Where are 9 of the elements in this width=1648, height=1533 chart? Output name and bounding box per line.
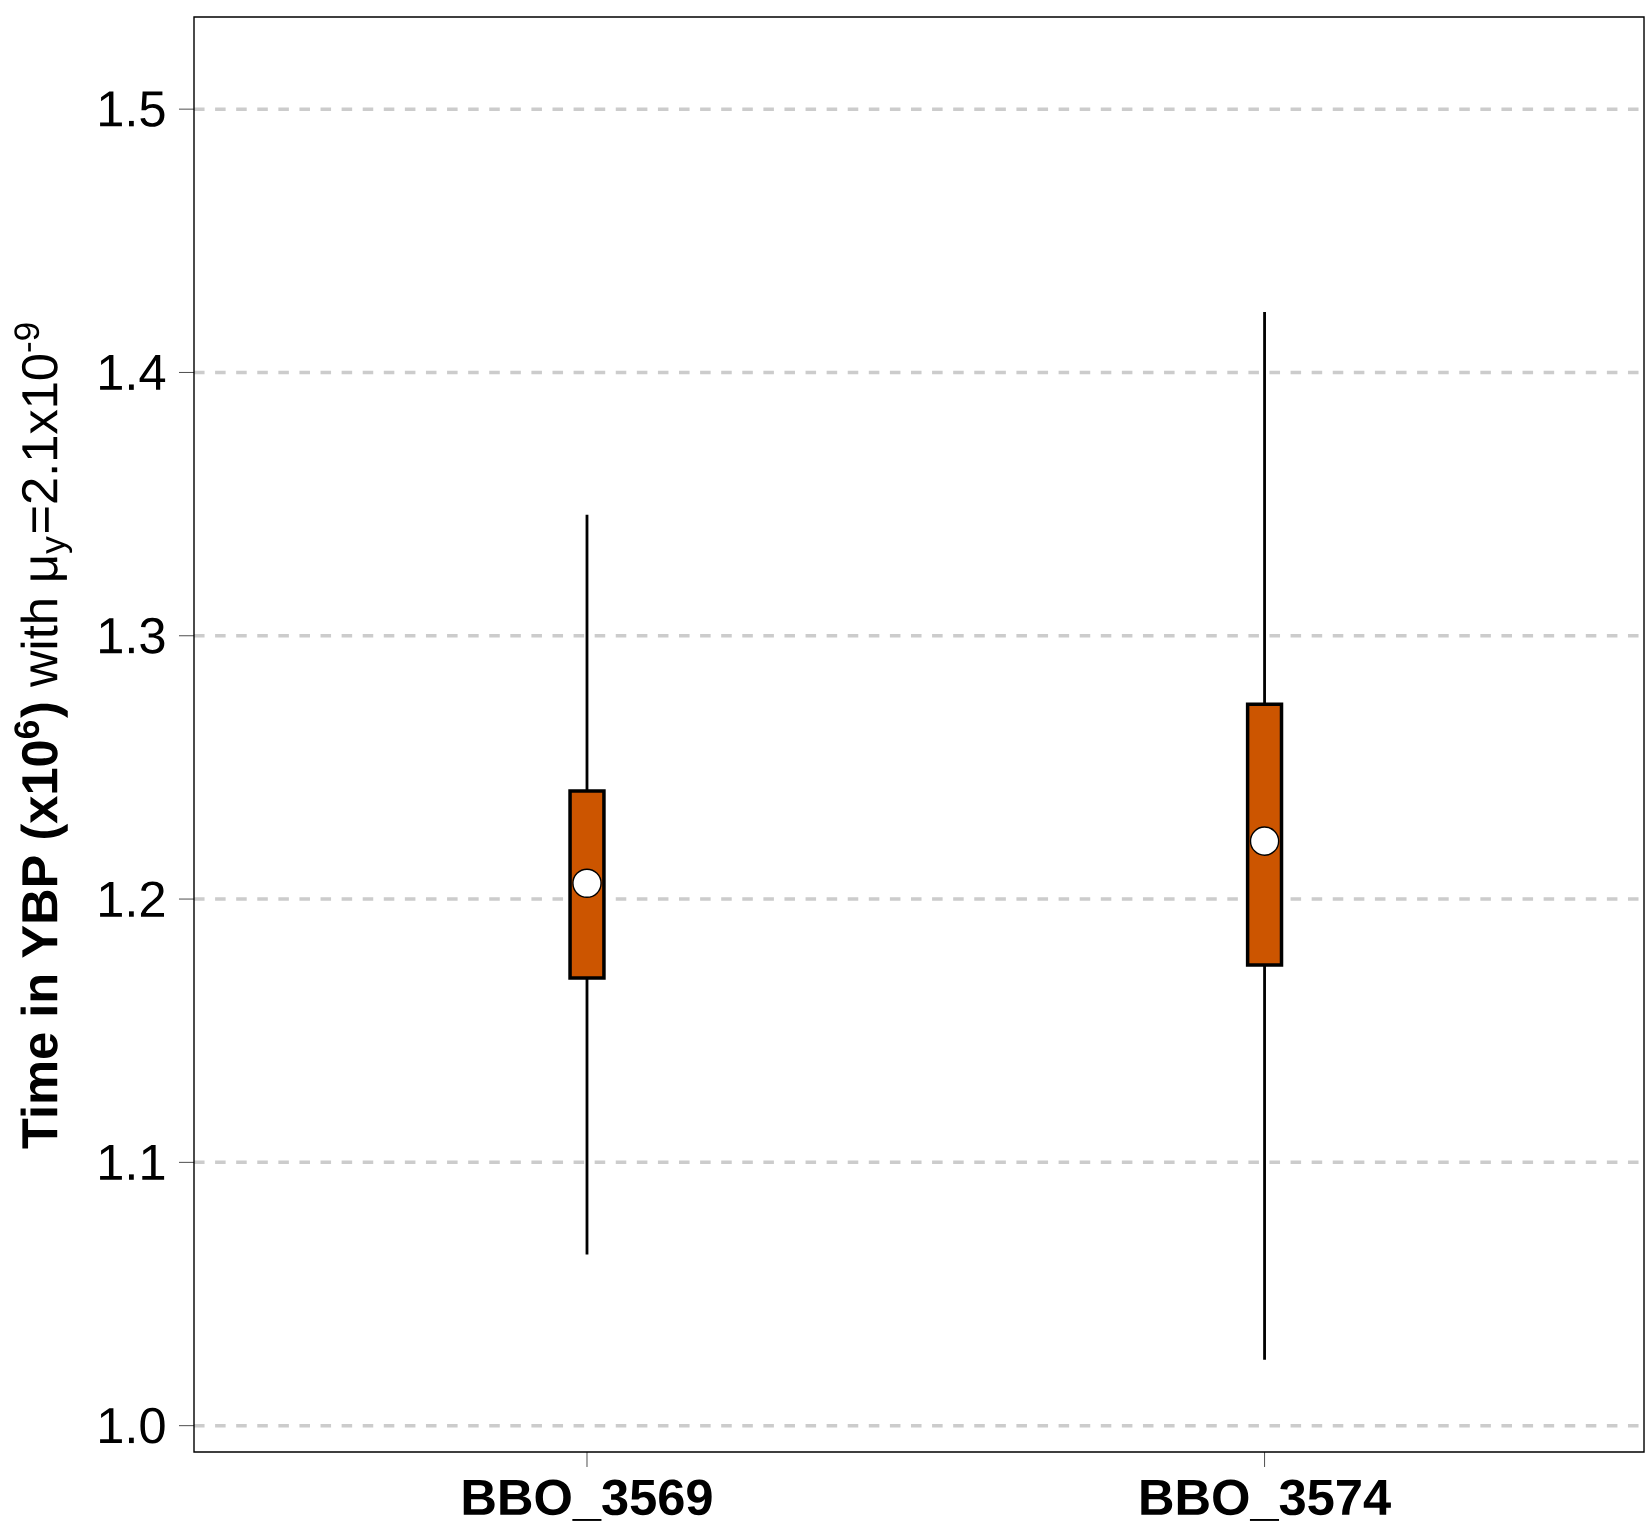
y-tick-label: 1.0: [100, 1407, 165, 1444]
y-tick-label: 1.1: [100, 1145, 165, 1180]
text: Time in YBP (x10$^{6}$) with μ$_{y}$=2.1x10$^{-9}$: [14, 323, 73, 1149]
x-tick-label: BBO_3569: [463, 1479, 712, 1522]
y-tick-label: 1.2: [100, 881, 165, 917]
y-tick-label: 1.3: [100, 618, 165, 654]
y-tick-label: 1.5: [100, 91, 165, 127]
y-tick-label: 1.4: [100, 355, 166, 391]
x-tick-label: BBO_3574: [1141, 1479, 1391, 1522]
